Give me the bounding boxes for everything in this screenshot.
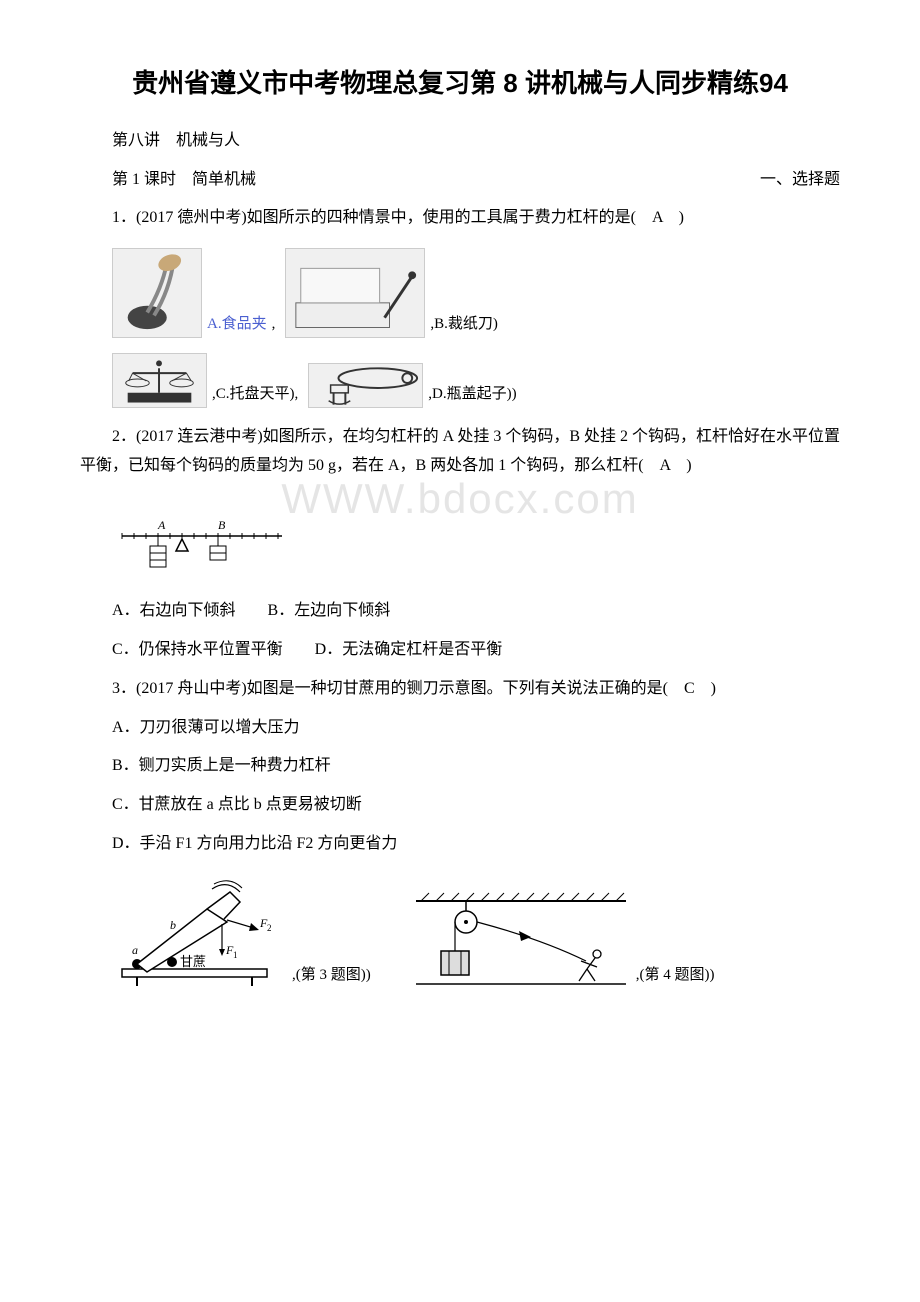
q1-opt-c-group: ,C.托盘天平), — [112, 353, 298, 408]
comma-1: , — [272, 311, 276, 338]
svg-text:甘蔗: 甘蔗 — [180, 954, 206, 969]
svg-text:a: a — [132, 943, 138, 957]
pulley-diagram — [411, 889, 631, 989]
section-row: 第 1 课时 简单机械 一、选择题 — [80, 166, 840, 195]
q1-opt-b-group: ,B.裁纸刀) — [285, 248, 498, 338]
section-right: 一、选择题 — [760, 166, 840, 195]
lever-label-b: B — [218, 518, 226, 532]
q1-opt-d-group: ,D.瓶盖起子)) — [308, 363, 516, 408]
q1-text: 1．(2017 德州中考)如图所示的四种情景中，使用的工具属于费力杠杆的是( A… — [80, 204, 840, 233]
lever-label-a: A — [157, 518, 166, 532]
lever-diagram: A B — [112, 516, 292, 586]
q2-opt-ab: A．右边向下倾斜 B．左边向下倾斜 — [80, 597, 840, 626]
q3-opt-a: A．刀刃很薄可以增大压力 — [80, 714, 840, 743]
bottle-opener-image — [308, 363, 423, 408]
fig3-caption: ,(第 3 题图)) — [292, 962, 371, 989]
q1-opt-a-group: A.食品夹 , — [112, 248, 275, 338]
q3-text: 3．(2017 舟山中考)如图是一种切甘蔗用的铡刀示意图。下列有关说法正确的是(… — [80, 675, 840, 704]
q1-opt-a-label: A.食品夹 — [207, 311, 267, 338]
q2-text: 2．(2017 连云港中考)如图所示，在均匀杠杆的 A 处挂 3 个钩码，B 处… — [80, 423, 840, 481]
page-title: 贵州省遵义市中考物理总复习第 8 讲机械与人同步精练94 — [80, 60, 840, 107]
q1-image-row-1: A.食品夹 , ,B.裁纸刀) — [112, 248, 840, 338]
svg-text:1: 1 — [233, 950, 238, 960]
cane-cutter-diagram: a b F 1 F 2 甘蔗 — [112, 874, 287, 989]
balance-scale-image — [112, 353, 207, 408]
svg-text:2: 2 — [267, 923, 272, 933]
q1-opt-c-label: ,C.托盘天平), — [212, 381, 298, 408]
q1-opt-b-label: ,B.裁纸刀) — [430, 311, 498, 338]
q2-opt-cd: C．仍保持水平位置平衡 D．无法确定杠杆是否平衡 — [80, 636, 840, 665]
fig4-group: ,(第 4 题图)) — [411, 889, 715, 989]
paper-cutter-image — [285, 248, 425, 338]
bottom-figure-row: a b F 1 F 2 甘蔗 ,(第 3 题图)) — [112, 874, 840, 989]
q3-opt-d: D．手沿 F1 方向用力比沿 F2 方向更省力 — [80, 830, 840, 859]
fig4-caption: ,(第 4 题图)) — [636, 962, 715, 989]
food-tongs-image — [112, 248, 202, 338]
svg-text:b: b — [170, 918, 176, 932]
q3-opt-c: C．甘蔗放在 a 点比 b 点更易被切断 — [80, 791, 840, 820]
lesson-heading: 第八讲 机械与人 — [80, 127, 840, 156]
fig3-group: a b F 1 F 2 甘蔗 ,(第 3 题图)) — [112, 874, 371, 989]
q3-opt-b: B．铡刀实质上是一种费力杠杆 — [80, 752, 840, 781]
section-left: 第 1 课时 简单机械 — [80, 166, 256, 195]
q1-opt-d-label: ,D.瓶盖起子)) — [428, 381, 516, 408]
q1-image-row-2: ,C.托盘天平), ,D.瓶盖起子)) — [112, 353, 840, 408]
